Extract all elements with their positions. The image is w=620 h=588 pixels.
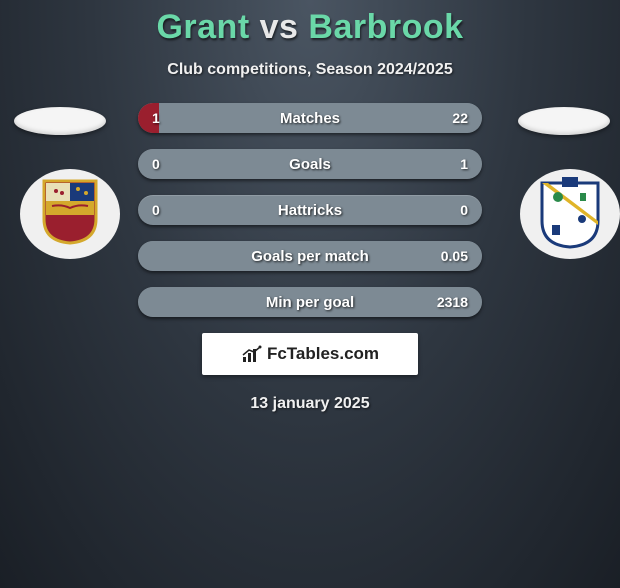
player2-name: Barbrook <box>308 8 463 46</box>
stat-label: Goals per match <box>138 248 482 265</box>
stat-row: 0.05Goals per match <box>138 241 482 271</box>
shield-icon <box>42 179 98 245</box>
stat-label: Goals <box>138 156 482 173</box>
vs-separator: vs <box>260 8 299 46</box>
stats-bars: 122Matches 01Goals 00Hattricks 0.05Goals pe… <box>138 103 482 317</box>
competition-subtitle: Club competitions, Season 2024/2025 <box>0 61 620 79</box>
player2-marker <box>518 107 610 135</box>
source-logo: FcTables.com <box>202 333 418 375</box>
stat-row: 00Hattricks <box>138 195 482 225</box>
stat-label: Min per goal <box>138 294 482 311</box>
stat-row: 122Matches <box>138 103 482 133</box>
stat-row: 01Goals <box>138 149 482 179</box>
chart-icon <box>241 345 263 363</box>
logo-text: FcTables.com <box>267 344 379 364</box>
stat-label: Matches <box>138 110 482 127</box>
snapshot-date: 13 january 2025 <box>0 395 620 413</box>
club-crest-right <box>520 169 620 259</box>
club-crest-left <box>20 169 120 259</box>
comparison-title: Grant vs Barbrook <box>0 8 620 47</box>
shield-icon <box>538 175 602 249</box>
player1-name: Grant <box>156 8 249 46</box>
stat-row: 2318Min per goal <box>138 287 482 317</box>
comparison-content: 122Matches 01Goals 00Hattricks 0.05Goals pe… <box>0 103 620 317</box>
stat-label: Hattricks <box>138 202 482 219</box>
player1-marker <box>14 107 106 135</box>
